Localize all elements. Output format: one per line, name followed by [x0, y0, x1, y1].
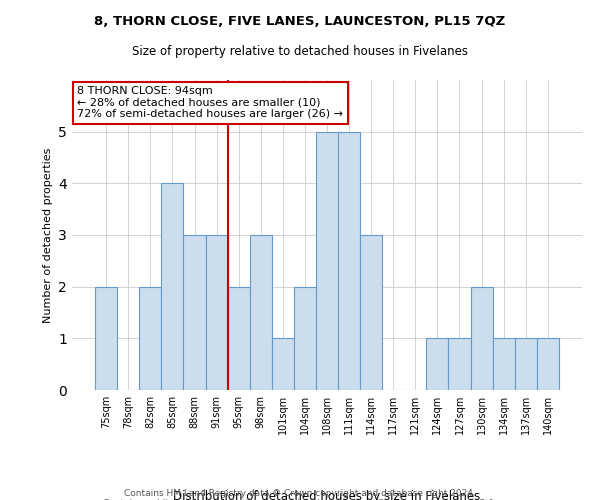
- Text: 8 THORN CLOSE: 94sqm
← 28% of detached houses are smaller (10)
72% of semi-detac: 8 THORN CLOSE: 94sqm ← 28% of detached h…: [77, 86, 343, 120]
- Bar: [470, 286, 493, 390]
- Text: Size of property relative to detached houses in Fivelanes: Size of property relative to detached ho…: [132, 45, 468, 58]
- Bar: [515, 338, 537, 390]
- Bar: [360, 235, 382, 390]
- Bar: [184, 235, 206, 390]
- Bar: [427, 338, 448, 390]
- Bar: [294, 286, 316, 390]
- Bar: [316, 132, 338, 390]
- Bar: [537, 338, 559, 390]
- Text: 8, THORN CLOSE, FIVE LANES, LAUNCESTON, PL15 7QZ: 8, THORN CLOSE, FIVE LANES, LAUNCESTON, …: [94, 15, 506, 28]
- Bar: [227, 286, 250, 390]
- Bar: [338, 132, 360, 390]
- Text: Contains public sector information licensed under the Open Government Licence v3: Contains public sector information licen…: [103, 498, 497, 500]
- Text: Contains HM Land Registry data © Crown copyright and database right 2024.: Contains HM Land Registry data © Crown c…: [124, 488, 476, 498]
- Bar: [250, 235, 272, 390]
- Bar: [139, 286, 161, 390]
- Y-axis label: Number of detached properties: Number of detached properties: [43, 148, 53, 322]
- X-axis label: Distribution of detached houses by size in Fivelanes: Distribution of detached houses by size …: [173, 490, 481, 500]
- Bar: [448, 338, 470, 390]
- Bar: [206, 235, 227, 390]
- Bar: [161, 184, 184, 390]
- Bar: [272, 338, 294, 390]
- Bar: [493, 338, 515, 390]
- Bar: [95, 286, 117, 390]
